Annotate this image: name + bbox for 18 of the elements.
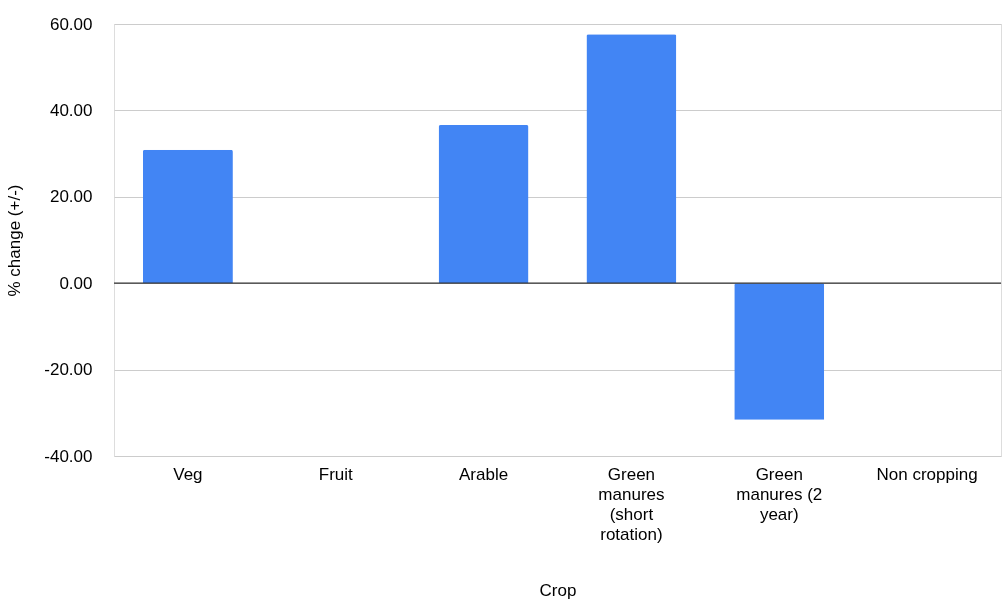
y-tick-label: 60.00 bbox=[49, 14, 93, 34]
bar bbox=[586, 34, 677, 284]
x-tick-label: Green manures (2 year) bbox=[736, 464, 823, 524]
y-tick-label: -40.00 bbox=[44, 446, 93, 466]
x-axis-title: Crop bbox=[539, 580, 577, 600]
bar bbox=[142, 149, 233, 284]
x-tick-label: Arable bbox=[459, 464, 509, 484]
y-tick-label: -20.00 bbox=[44, 360, 93, 380]
x-tick-label: Veg bbox=[173, 464, 203, 484]
bar bbox=[734, 283, 825, 420]
y-tick-label: 0.00 bbox=[59, 273, 93, 293]
x-tick-label: Green manures (short rotation) bbox=[598, 464, 665, 544]
y-axis-title: % change (+/-) bbox=[5, 184, 25, 297]
y-tick-label: 20.00 bbox=[49, 187, 93, 207]
bar bbox=[438, 125, 529, 284]
x-tick-label: Fruit bbox=[318, 464, 354, 484]
y-tick-label: 40.00 bbox=[49, 100, 93, 120]
x-tick-label: Non cropping bbox=[876, 464, 978, 484]
